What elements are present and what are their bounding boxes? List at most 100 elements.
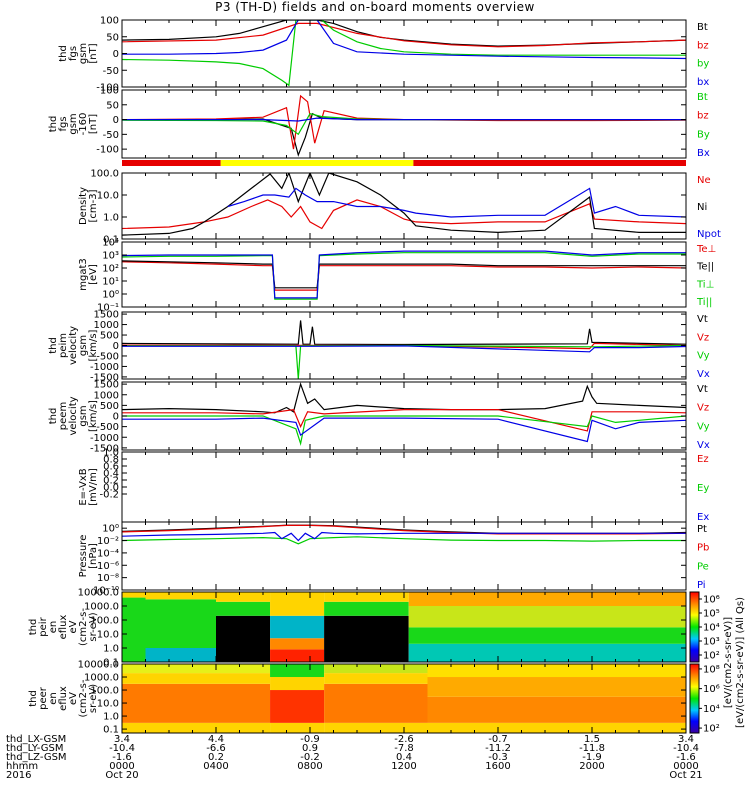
- footer-tick-value: -0.3: [488, 752, 508, 763]
- density-ylabel: Density [cm-3]: [78, 187, 99, 225]
- fgs_gsm-ylabel-line: thd: [58, 45, 69, 62]
- peem_velocity-ylabel-line: [km/s]: [88, 400, 99, 432]
- fgs_gsm-ylabel-line: [nT]: [88, 43, 99, 63]
- peer_spectrogram-colorbar: [689, 663, 700, 734]
- peem_velocity-series-Vz: [122, 408, 686, 432]
- peem_velocity-ytick-label: -1500: [90, 443, 119, 454]
- efield-ytick-label: 1.0: [103, 448, 119, 459]
- footer-tick-value: 0400: [203, 761, 228, 772]
- efield-ytick-label: -0.2: [99, 490, 119, 501]
- footer-tick-value: 1.5: [584, 734, 600, 745]
- fgs_gse-legend-entry: bz: [697, 111, 709, 122]
- peer_spectrogram-ylabel-line: en: [48, 692, 59, 705]
- peer_spectrogram-ytick-label: 100.0: [90, 686, 119, 697]
- pressure-ylabel-line: Pressure: [78, 535, 89, 578]
- peer_spectrogram-ytick-label: 10000.0: [78, 660, 119, 671]
- peim_velocity-legend-entry: Vt: [697, 314, 708, 325]
- peir_spectrogram-band-cell: [216, 601, 271, 616]
- region-bar-segment: [413, 160, 686, 166]
- peir_spectrogram-ylabel-line: eflux: [58, 615, 69, 640]
- footer-tick-value: -10.4: [673, 743, 699, 754]
- density-ytick-label: 0.1: [103, 235, 119, 246]
- fgs_gsm-ytick-label: -100: [96, 83, 119, 94]
- peir_spectrogram-band-cell: [324, 601, 409, 616]
- peer_spectrogram-ytick-label: 0.1: [103, 725, 119, 736]
- peer_spectrogram-colorbar-label: 10⁴: [703, 704, 720, 715]
- density-legend-entry: Ne: [697, 175, 711, 186]
- peir_spectrogram-ytick-label: 10000.0: [78, 588, 119, 599]
- fgs_gse-legend-entry: Bt: [697, 92, 708, 103]
- temperature-frame: [121, 241, 687, 308]
- fgs_gse-ytick-label: 0: [113, 115, 119, 126]
- pressure-ytick-label: 10⁻⁶: [97, 561, 119, 572]
- peem_velocity-ylabel-line: peem: [58, 402, 69, 430]
- fgs_gsm-ytick-label: 0: [113, 49, 119, 60]
- pressure-series-Pe: [122, 536, 686, 545]
- temperature-series-Ti⊥: [122, 252, 686, 300]
- fgs_gsm-series-group: [122, 20, 686, 87]
- footer-row-label: thd_LY-GSM: [6, 743, 63, 754]
- peir_spectrogram-colorbar: [689, 591, 700, 663]
- peer_spectrogram-band-cell: [427, 696, 686, 723]
- peer_spectrogram-band-cell: [324, 722, 428, 733]
- figure-title: P3 (TH-D) fields and on-board moments ov…: [215, 0, 535, 14]
- peer_spectrogram-band-cell: [427, 722, 686, 733]
- efield-ytick-label: 0.2: [103, 476, 119, 487]
- temperature-ytick-label: 10⁴: [102, 238, 119, 249]
- peem_velocity-ytick-label: 0: [113, 412, 119, 423]
- footer-tick-value: 0.9: [302, 743, 318, 754]
- peer_spectrogram-colorbar-label: 10⁸: [703, 664, 720, 675]
- efield-legend-entry: Ey: [697, 483, 709, 494]
- peir_spectrogram-band-cell: [122, 597, 146, 662]
- footer-tick-value: 0000: [109, 761, 134, 772]
- peir_spectrogram-ylabel-line: (cm2-s-: [78, 608, 89, 646]
- fgs_gse-ylabel-line: [nT]: [88, 114, 99, 134]
- colorbar-unit-label: [eV/(cm2-s-sr-eV)] (All Qs): [735, 597, 746, 728]
- footer-row-label: thd_LX-GSM: [6, 734, 66, 745]
- density-legend-entry: Npot: [697, 229, 721, 240]
- peir_spectrogram-band-cell: [408, 606, 686, 628]
- peim_velocity-legend-entry: Vx: [697, 369, 710, 380]
- peem_velocity-legend-entry: Vx: [697, 440, 710, 451]
- peem_velocity-legend-entry: Vt: [697, 384, 708, 395]
- footer-tick-value: 1600: [485, 761, 510, 772]
- density-legend-entry: Ni: [697, 202, 707, 213]
- peir_spectrogram-band-cell: [145, 648, 216, 662]
- fgs_gse-frame: [121, 89, 687, 159]
- fgs_gse-series-group: [122, 94, 686, 157]
- peer_spectrogram-ylabel-line: peer: [38, 686, 49, 710]
- peim_velocity-series-Vx: [122, 345, 686, 353]
- temperature-legend-entry: Te⊥: [696, 244, 716, 255]
- footer-tick-value: -11.8: [579, 743, 605, 754]
- density-ylabel-line: Density: [78, 187, 89, 225]
- peir_spectrogram-ylabel: thd peir en eflux eV (cm2-s-sr-eV): [28, 608, 99, 646]
- temperature-ytick-label: 10³: [102, 251, 119, 262]
- peem_velocity-legend-entry: Vy: [697, 421, 710, 432]
- temperature-series-Te||: [122, 260, 686, 289]
- peir_spectrogram-colorbar-label: 10⁴: [703, 623, 720, 634]
- peem_velocity-series-Vx: [122, 417, 686, 443]
- region-bar-segment: [122, 160, 221, 166]
- peer_spectrogram-bands: [122, 664, 686, 733]
- temperature-ylabel: mgat3 [eV]: [78, 258, 99, 291]
- footer-tick-value: 0000: [673, 761, 698, 772]
- peem_velocity-ytick-label: 1000: [94, 390, 119, 401]
- fgs_gsm-ylabel: thd fgs gsm [nT]: [58, 43, 99, 64]
- peer_spectrogram-band-cell: [122, 683, 271, 723]
- fgs_gsm-series-bx: [122, 20, 686, 60]
- peim_velocity-ylabel-line: gsm: [78, 335, 89, 356]
- pressure-series-Pb: [122, 524, 686, 535]
- peim_velocity-legend-entry: Vz: [697, 332, 709, 343]
- pressure-legend-entry: Pe: [697, 561, 709, 572]
- peir_spectrogram-colorbar-label: 10⁵: [703, 609, 720, 620]
- footer-tick-value: 0.4: [396, 752, 412, 763]
- efield-legend-entry: Ez: [697, 454, 709, 465]
- density-ylabel-line: [cm-3]: [88, 189, 99, 222]
- peim_velocity-ytick-label: -1500: [90, 372, 119, 383]
- fgs_gse-ylabel-line: thd: [48, 116, 59, 133]
- footer-tick-value: -11.2: [485, 743, 511, 754]
- fgs_gsm-series-bz: [122, 22, 686, 48]
- pressure-ylabel-line: [nPa]: [88, 543, 99, 569]
- footer-tick-value: -1.6: [676, 752, 696, 763]
- fgs_gse-series-By: [122, 113, 686, 136]
